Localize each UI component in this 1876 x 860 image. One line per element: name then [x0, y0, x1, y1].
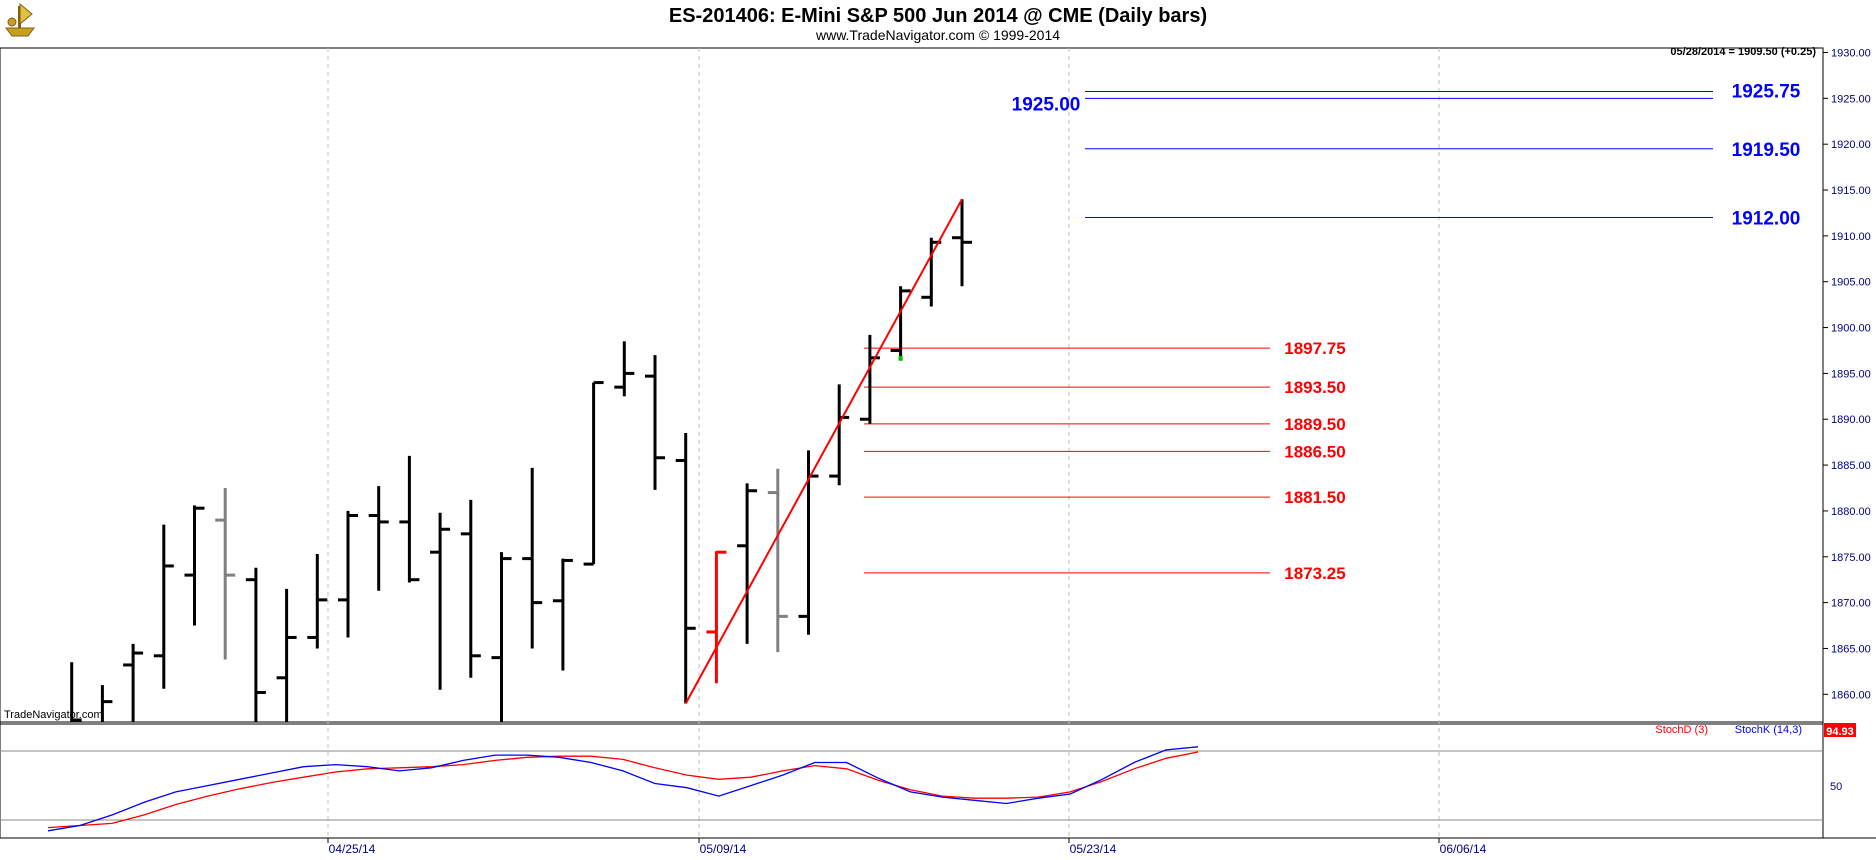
price-bar: [368, 486, 389, 591]
date-tick-label: 05/23/14: [1070, 842, 1117, 856]
price-bar: [245, 567, 266, 722]
red-level-label: 1873.25: [1284, 564, 1345, 583]
blue-level-label: 1912.00: [1732, 209, 1801, 230]
price-axis: [1822, 48, 1876, 838]
price-bar: [460, 499, 481, 678]
price-tick-label: 1860.00: [1831, 689, 1871, 701]
price-tick-label: 1915.00: [1831, 185, 1871, 197]
legend-stochd: StochD (3): [1655, 724, 1708, 736]
price-bar: [737, 483, 758, 644]
price-bar: [952, 199, 972, 287]
level-lines: 1925.75 1925.00 1919.50 1912.00 1897.75 1893.…: [864, 81, 1801, 583]
signal-marker: [898, 355, 903, 361]
stoch-value-label: 94.93: [1826, 726, 1854, 738]
price-bar: [70, 662, 82, 722]
price-tick-label: 1870.00: [1831, 598, 1871, 610]
price-bar: [706, 550, 727, 684]
price-bar: [767, 468, 788, 653]
price-tick-label: 1900.00: [1831, 323, 1871, 335]
price-bar: [430, 512, 451, 690]
price-bars: [70, 199, 972, 722]
price-tick-label: 1920.00: [1831, 139, 1871, 151]
stoch-value-badge: [1824, 723, 1856, 737]
date-tick-label: 04/25/14: [329, 842, 376, 856]
price-panel: [0, 47, 1824, 725]
price-bar: [829, 384, 850, 486]
blue-level-label: 1925.75: [1732, 81, 1801, 102]
price-bar: [583, 381, 604, 566]
price-bar: [675, 432, 696, 704]
price-bar: [215, 488, 236, 660]
stoch-series-line: [47, 751, 1199, 829]
date-tick-label: 05/09/14: [700, 842, 747, 856]
price-tick-labels: 1860.00 1865.00 1870.00 1875.00 1880.00 1885.…: [1823, 48, 1871, 701]
price-tick-label: 1910.00: [1831, 231, 1871, 243]
red-level-label: 1889.50: [1284, 415, 1345, 434]
price-tick-label: 1905.00: [1831, 277, 1871, 289]
stoch-series-line: [47, 746, 1199, 832]
price-bar: [184, 505, 205, 626]
price-bar: [552, 558, 573, 671]
red-level-label: 1897.75: [1284, 339, 1345, 358]
chart-title: ES-201406: E-Mini S&P 500 Jun 2014 @ CME…: [669, 5, 1207, 27]
stochastic-lines: [47, 746, 1199, 832]
red-level-label: 1886.50: [1284, 442, 1345, 461]
price-tick-label: 1875.00: [1831, 552, 1871, 564]
watermark-label: TradeNavigator.com: [4, 709, 103, 721]
date-tick-label: 06/06/14: [1440, 842, 1487, 856]
price-tick-label: 1885.00: [1831, 460, 1871, 472]
price-bar: [123, 643, 144, 722]
price-bar: [522, 467, 543, 649]
price-tick-label: 1880.00: [1831, 506, 1871, 518]
chart-subtitle: www.TradeNavigator.com © 1999-2014: [815, 27, 1060, 43]
price-bar: [491, 552, 512, 722]
price-tick-label: 1890.00: [1831, 414, 1871, 426]
date-axis: [0, 837, 1876, 860]
price-bar: [153, 524, 174, 689]
blue-level-label: 1925.00: [1012, 94, 1081, 115]
trend-line: [684, 198, 963, 704]
logo-icon: [5, 2, 35, 37]
red-level-label: 1881.50: [1284, 488, 1345, 507]
price-tick-label: 1925.00: [1831, 93, 1871, 105]
red-level-label: 1893.50: [1284, 378, 1345, 397]
price-bar: [890, 286, 911, 357]
status-readout: 05/28/2014 = 1909.50 (+0.25): [1670, 46, 1816, 58]
price-bar: [100, 685, 113, 722]
stochastic-panel: [0, 723, 1824, 839]
legend-stochk: StochK (14,3): [1735, 724, 1802, 736]
price-bar: [614, 341, 635, 397]
price-bar: [338, 510, 358, 638]
gridlines: [0, 48, 1823, 838]
date-tick-labels: 04/25/14 05/09/14 05/23/14 06/06/14: [327, 838, 1487, 856]
price-bar: [645, 355, 665, 490]
price-bar: [921, 237, 942, 307]
price-bar: [276, 588, 297, 722]
price-bar: [399, 455, 420, 583]
stoch-tick-50: 50: [1830, 781, 1842, 793]
price-bar: [307, 554, 328, 649]
trend-line-segment: [684, 198, 963, 704]
price-tick-label: 1865.00: [1831, 643, 1871, 655]
price-tick-label: 1895.00: [1831, 368, 1871, 380]
blue-level-label: 1919.50: [1732, 140, 1801, 161]
price-tick-label: 1930.00: [1831, 48, 1871, 60]
header-bar: [0, 0, 1876, 48]
